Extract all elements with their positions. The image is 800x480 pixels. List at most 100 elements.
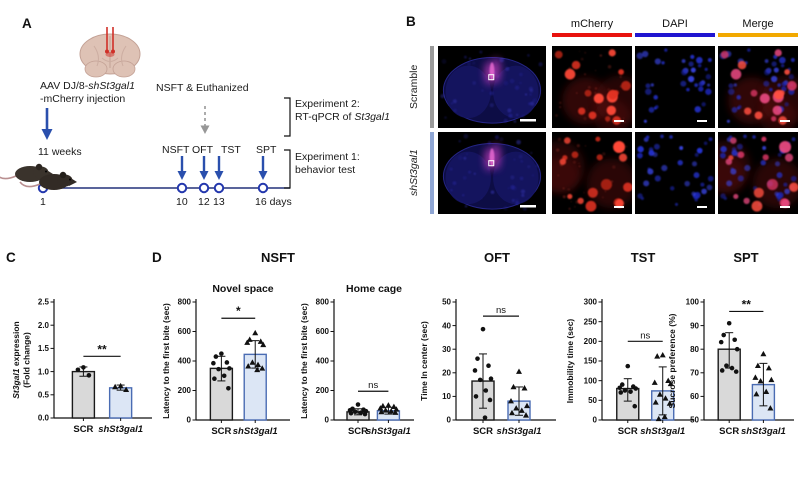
euthanized-arrow-icon	[200, 106, 210, 134]
chart-st3gal1-expression: 0.0 0.5 1.0 1.5 2.0 2.5 St3gal1 expression (Fol…	[11, 298, 152, 435]
svg-text:shSt3gal1: shSt3gal1	[741, 426, 786, 437]
panel-c-label: C	[6, 250, 16, 265]
row-label-shst3gal1: shSt3gal1	[408, 149, 420, 197]
svg-text:SCR: SCR	[473, 426, 493, 437]
svg-text:Latency to the first bite (sec: Latency to the first bite (sec)	[161, 303, 171, 419]
column-header-dapi: DAPI	[662, 18, 688, 30]
row-label-scramble: Scramble	[408, 64, 420, 110]
svg-text:0: 0	[325, 416, 330, 425]
scramble-brain-section-image	[438, 46, 546, 128]
merge-color-bar	[718, 33, 798, 37]
injection-arrow-icon	[41, 108, 53, 140]
brain-injection-icon	[79, 27, 141, 78]
svg-text:30: 30	[442, 345, 451, 354]
svg-text:150: 150	[584, 357, 598, 366]
scramble-mcherry-image	[552, 46, 632, 128]
svg-text:shSt3gal1: shSt3gal1	[366, 426, 411, 437]
shst3gal1-dapi-image	[635, 132, 715, 214]
svg-text:ns: ns	[496, 305, 506, 316]
svg-text:200: 200	[316, 386, 330, 395]
group-title-nsft: NSFT	[261, 250, 295, 265]
svg-text:Latency to the first bite (sec: Latency to the first bite (sec)	[299, 303, 309, 419]
svg-text:60: 60	[690, 392, 699, 401]
svg-text:SCR: SCR	[73, 424, 93, 435]
svg-text:300: 300	[584, 298, 598, 307]
svg-text:2.5: 2.5	[38, 298, 50, 307]
svg-text:shSt3gal1: shSt3gal1	[233, 426, 278, 437]
dapi-color-bar	[635, 33, 715, 37]
svg-text:20: 20	[442, 369, 451, 378]
svg-text:800: 800	[178, 298, 192, 307]
experiment1-label: Experiment 1: behavior test	[295, 151, 360, 176]
day-label-1: 1	[40, 196, 46, 208]
svg-text:Novel space: Novel space	[212, 283, 273, 295]
panel-b: B mCherry DAPI Merge Scramble shSt3gal1	[402, 4, 798, 234]
svg-text:SCR: SCR	[719, 426, 739, 437]
group-title-tst: TST	[630, 250, 656, 265]
svg-text:10: 10	[442, 392, 451, 401]
chart-oft: 0 10 20 30 40 50 Time In center (sec) SCR shSt3g…	[419, 298, 556, 437]
test-label-oft: OFT	[192, 144, 213, 156]
svg-text:90: 90	[690, 321, 699, 330]
scramble-row-bar	[430, 46, 434, 128]
nsft-euthanized-label: NSFT & Euthanized	[156, 82, 249, 94]
svg-text:0: 0	[187, 416, 192, 425]
svg-text:50: 50	[690, 416, 699, 425]
svg-text:shSt3gal1: shSt3gal1	[98, 424, 143, 435]
svg-text:100: 100	[686, 298, 700, 307]
day-label-16: 16 days	[255, 196, 292, 208]
mouse-icon-2	[19, 171, 77, 190]
panel-d-label: D	[152, 250, 162, 265]
column-header-mcherry: mCherry	[570, 18, 614, 30]
svg-text:Immobility time (sec): Immobility time (sec)	[565, 319, 575, 404]
svg-text:ns: ns	[640, 330, 650, 341]
chart-nsft-novel-space: Novel space 0 200 400 600 800 Latency to the f…	[161, 283, 290, 437]
svg-text:400: 400	[316, 357, 330, 366]
svg-text:80: 80	[690, 345, 699, 354]
svg-text:0: 0	[447, 416, 452, 425]
svg-text:100: 100	[584, 376, 598, 385]
test-arrows-icon	[177, 156, 268, 180]
svg-text:Time In center (sec): Time In center (sec)	[419, 321, 429, 401]
svg-text:1.0: 1.0	[38, 367, 50, 376]
aav-gene-name: shSt3gal1	[88, 80, 135, 92]
svg-text:200: 200	[584, 337, 598, 346]
svg-text:SCR: SCR	[211, 426, 231, 437]
shst3gal1-row-bar	[430, 132, 434, 214]
svg-text:**: **	[742, 297, 752, 311]
experiment2-label: Experiment 2: RT-qPCR of St3gal1	[295, 98, 390, 123]
scramble-merge-image	[718, 46, 798, 128]
svg-text:50: 50	[442, 298, 451, 307]
svg-text:shSt3gal1: shSt3gal1	[640, 426, 685, 437]
day-label-10: 10	[176, 196, 188, 208]
chart-tst: 0 50 100 150 200 250 300 Immobility time (sec) S…	[565, 298, 694, 437]
test-label-nsft: NSFT	[162, 144, 190, 156]
svg-text:0.0: 0.0	[38, 414, 50, 423]
panel-a-label: A	[22, 16, 32, 31]
svg-text:200: 200	[178, 386, 192, 395]
shst3gal1-brain-section-image	[438, 132, 546, 214]
svg-text:**: **	[97, 342, 107, 356]
svg-text:40: 40	[442, 321, 451, 330]
day-label-12: 12	[198, 196, 210, 208]
svg-text:1.5: 1.5	[38, 344, 50, 353]
group-title-oft: OFT	[484, 250, 510, 265]
svg-text:250: 250	[584, 317, 598, 326]
aav-injection-label: AAV DJ/8-shSt3gal1 -mCherry injection	[40, 80, 135, 105]
group-title-spt: SPT	[733, 250, 759, 265]
svg-text:2.0: 2.0	[38, 321, 50, 330]
column-header-merge: Merge	[742, 18, 774, 30]
svg-text:0.5: 0.5	[38, 391, 50, 400]
panel-a: A	[0, 0, 400, 245]
experiment2-bracket	[284, 97, 291, 137]
scramble-dapi-image	[635, 46, 715, 128]
svg-text:ns: ns	[368, 380, 378, 391]
shst3gal1-mcherry-image	[552, 132, 632, 214]
svg-text:800: 800	[316, 298, 330, 307]
panel-b-label: B	[406, 14, 416, 29]
mcherry-color-bar	[552, 33, 632, 37]
svg-text:50: 50	[588, 396, 597, 405]
svg-text:0: 0	[593, 416, 598, 425]
timeline-diagram	[0, 27, 291, 194]
test-label-tst: TST	[221, 144, 241, 156]
